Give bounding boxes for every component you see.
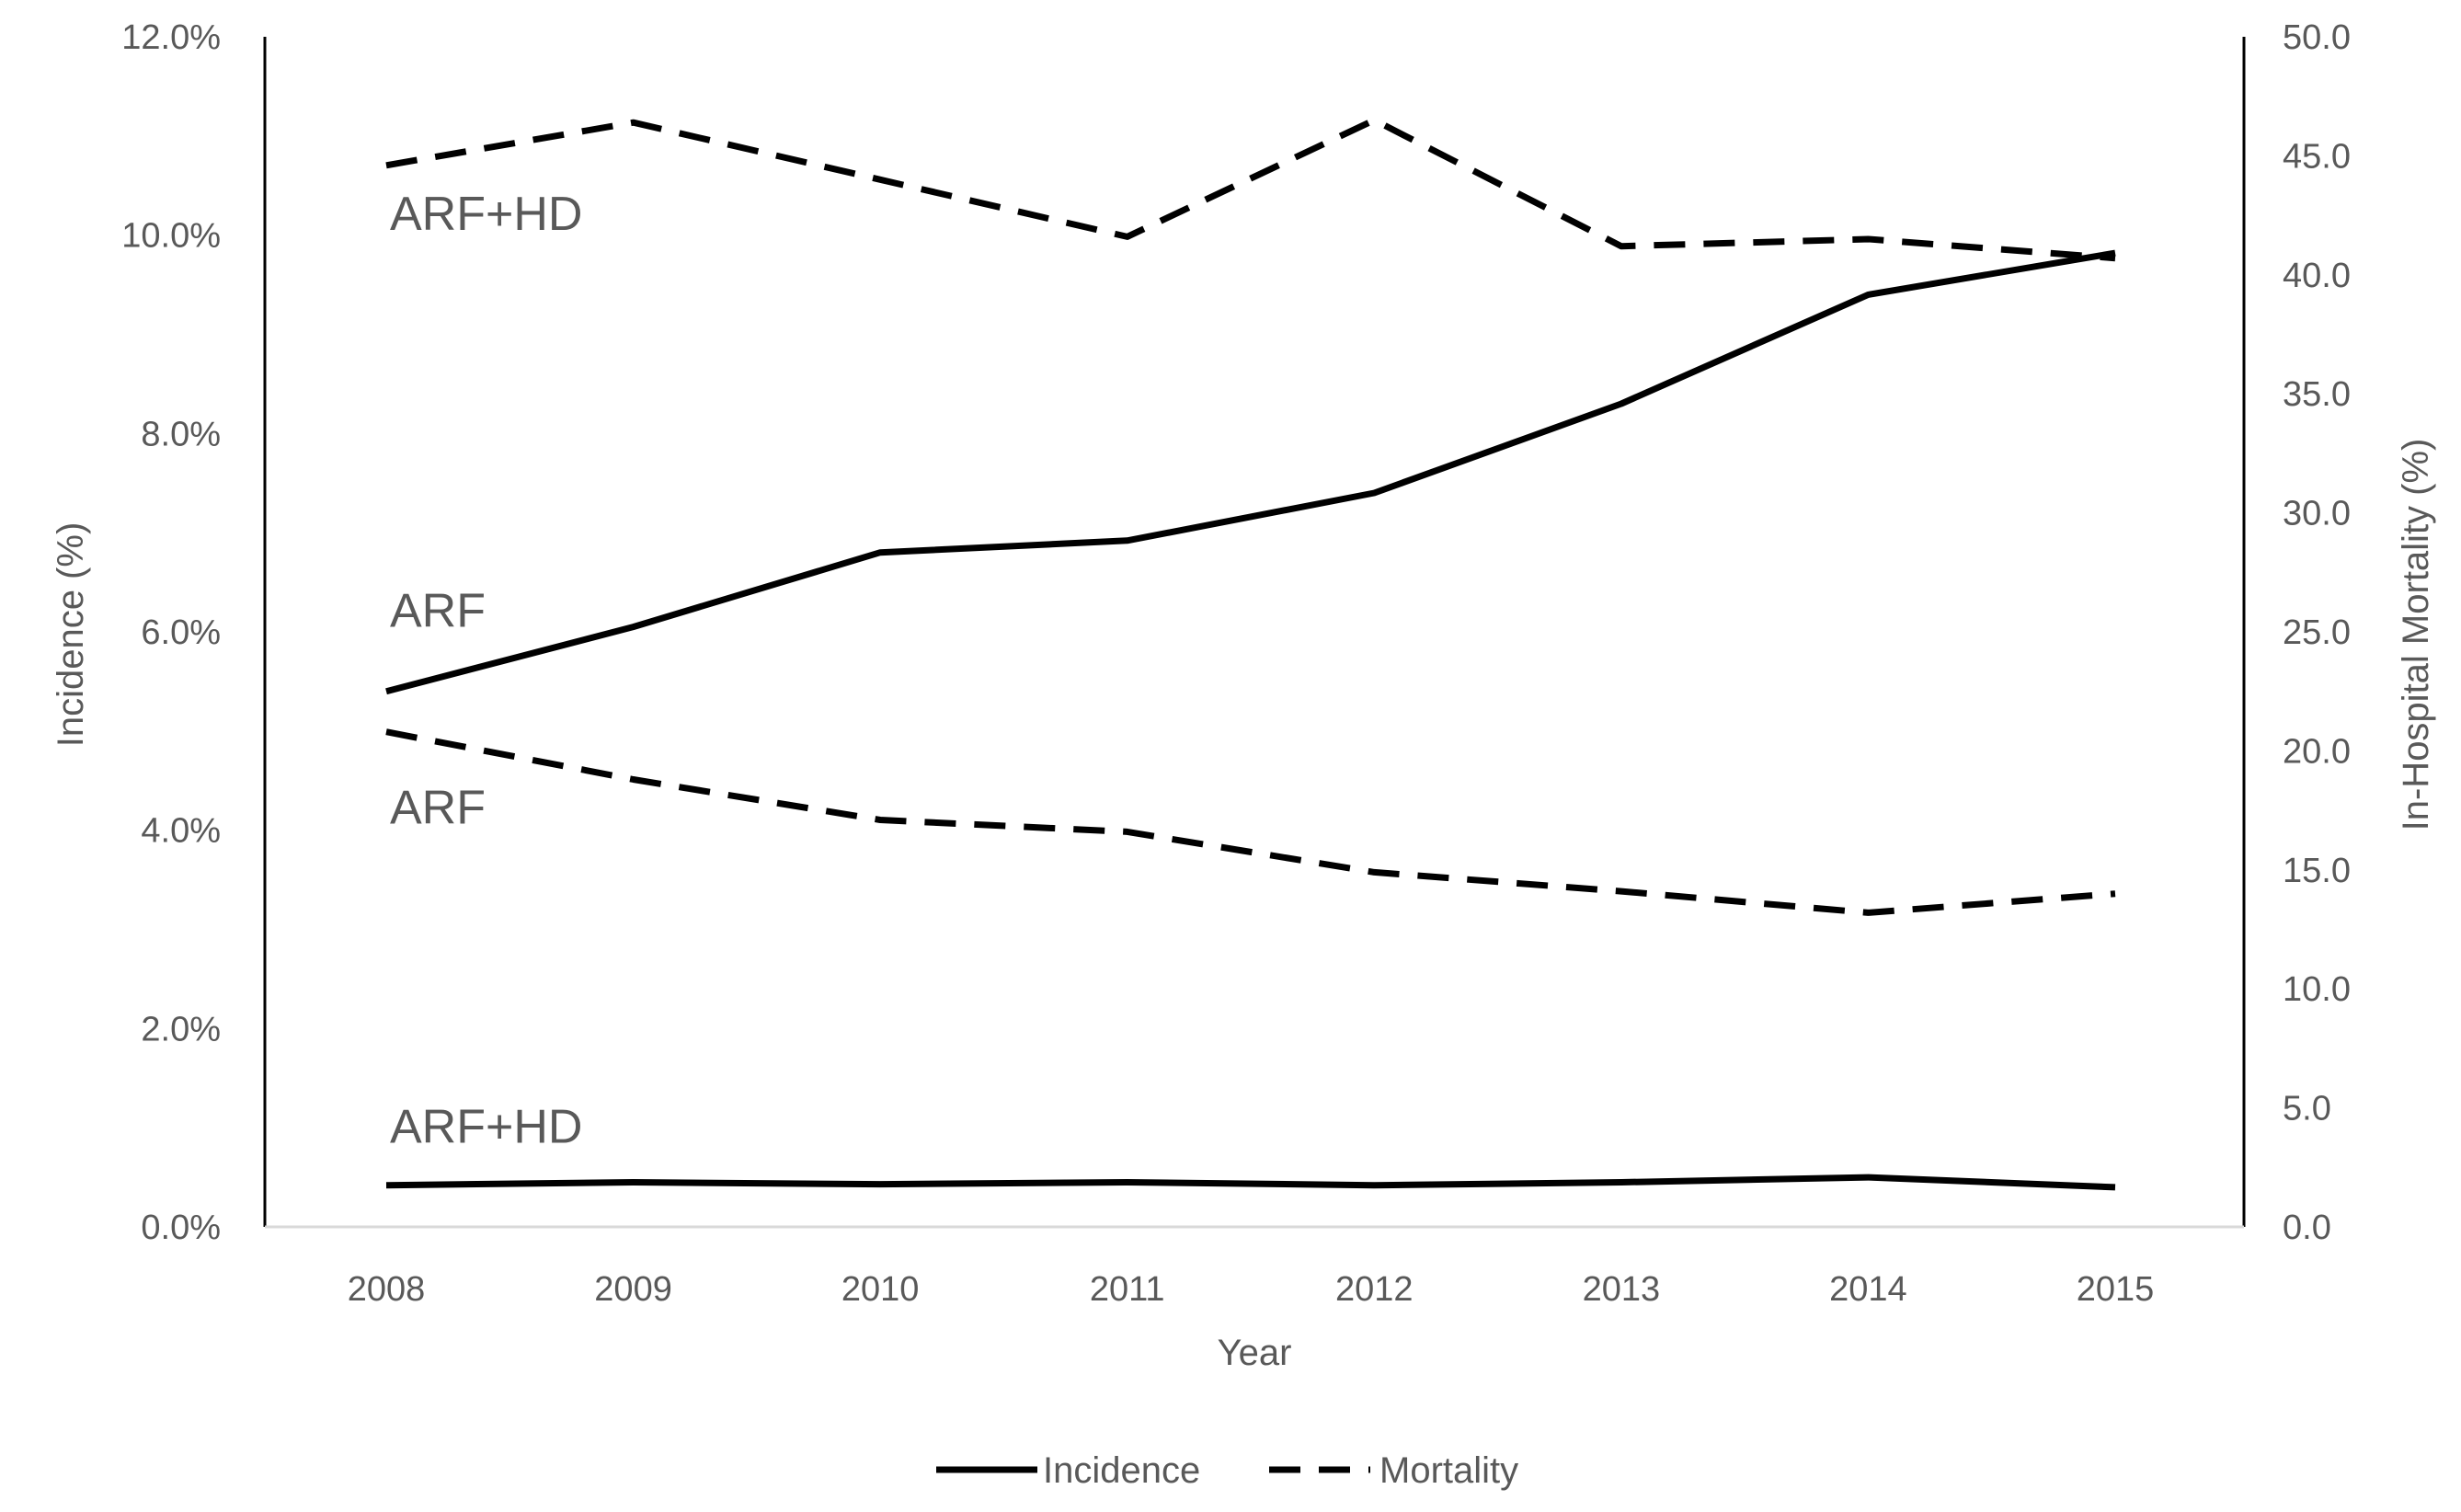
series-label-mortality-arf: ARF	[390, 782, 486, 835]
series-label-mortality-arf-hd: ARF+HD	[390, 188, 582, 241]
y-right-tick-label: 5.0	[2283, 1090, 2331, 1128]
series-line-mortality-arf-hd	[385, 117, 2116, 262]
y-right-tick-label: 40.0	[2283, 257, 2351, 295]
series-label-incidence-arf-hd: ARF+HD	[390, 1101, 582, 1154]
y-right-tick-label: 50.0	[2283, 18, 2351, 57]
x-tick-label: 2010	[841, 1270, 920, 1309]
x-tick-label: 2014	[1829, 1270, 1907, 1309]
x-tick-label: 2013	[1583, 1270, 1661, 1309]
series-line-incidence-arf	[385, 249, 2116, 695]
series-line-incidence-arf-hd	[385, 1174, 2116, 1191]
y-left-tick-label: 2.0%	[141, 1010, 221, 1048]
series-label-incidence-arf: ARF	[390, 585, 486, 638]
axes	[263, 37, 2246, 1229]
y-left-tick-label: 8.0%	[141, 415, 221, 453]
y-right-tick-label: 25.0	[2283, 613, 2351, 652]
y-left-tick-label: 6.0%	[141, 613, 221, 652]
x-tick-label: 2015	[2077, 1270, 2155, 1309]
x-tick-label: 2009	[594, 1270, 672, 1309]
x-tick-label: 2011	[1090, 1270, 1165, 1309]
legend: Incidence Mortality	[936, 1450, 1518, 1491]
y-right-tick-label: 10.0	[2283, 970, 2351, 1009]
series-line-mortality-arf	[385, 728, 2116, 916]
y-axis-right-title: In-Hospital Mortality (%)	[2396, 439, 2436, 831]
y-left-tick-label: 4.0%	[141, 812, 221, 851]
y-left-tick-label: 10.0%	[121, 217, 221, 256]
series-labels: ARF ARF+HD ARF+HD ARF	[390, 188, 582, 1154]
y-right-tick-label: 30.0	[2283, 495, 2351, 533]
x-axis-title: Year	[1218, 1333, 1292, 1373]
y-right-tick-label: 35.0	[2283, 375, 2351, 414]
series-lines	[385, 117, 2116, 1191]
y-left-tick-label: 12.0%	[121, 18, 221, 57]
x-tick-label: 2008	[348, 1270, 426, 1309]
x-tick-label: 2012	[1335, 1270, 1414, 1309]
y-axis-left-title: Incidence (%)	[51, 522, 91, 748]
y-right-tick-label: 0.0	[2283, 1208, 2331, 1247]
legend-incidence-label: Incidence	[1043, 1450, 1200, 1491]
y-right-tick-label: 20.0	[2283, 732, 2351, 771]
y-right-tick-label: 45.0	[2283, 137, 2351, 176]
y-right-tick-label: 15.0	[2283, 852, 2351, 890]
tick-labels: 0.0% 2.0% 4.0% 6.0% 8.0% 10.0% 12.0% 0.0 5.0 10.0…	[121, 18, 2351, 1309]
legend-mortality-label: Mortality	[1379, 1450, 1518, 1491]
y-left-tick-label: 0.0%	[141, 1208, 221, 1247]
